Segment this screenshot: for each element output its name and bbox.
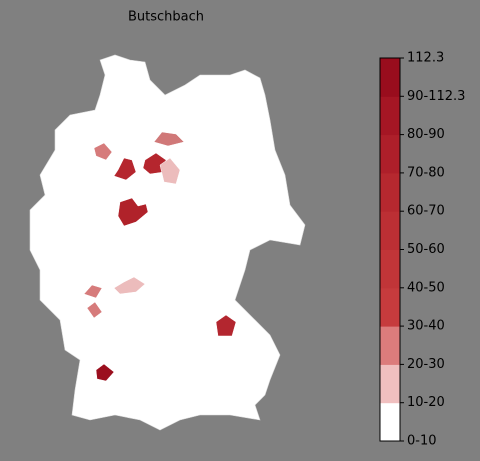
region <box>113 276 146 295</box>
region <box>83 284 103 299</box>
colorbar-label: 50-60 <box>407 242 445 257</box>
colorbar-segment <box>380 364 400 404</box>
colorbar-segment <box>380 134 400 174</box>
colorbar-segment <box>380 402 400 442</box>
highlighted-regions <box>83 131 237 382</box>
colorbar-segment <box>380 249 400 289</box>
colorbar-label: 112.3 <box>407 51 444 66</box>
region <box>86 301 103 319</box>
colorbar-label: 40-50 <box>407 280 445 295</box>
region <box>117 197 149 227</box>
colorbar-label: 20-30 <box>407 357 445 372</box>
colorbar-label: 0-10 <box>407 434 437 449</box>
colorbar: 0-10 10-20 20-30 30-40 40-50 50-60 60-70 70-80 8… <box>379 51 465 449</box>
region <box>159 157 181 185</box>
map-title: Butschbach <box>128 10 204 25</box>
colorbar-label: 30-40 <box>407 319 445 334</box>
colorbar-segment <box>380 172 400 212</box>
colorbar-label: 60-70 <box>407 204 445 219</box>
colorbar-label: 80-90 <box>407 127 445 142</box>
colorbar-segment <box>380 287 400 327</box>
colorbar-label: 10-20 <box>407 395 445 410</box>
region <box>215 314 237 337</box>
colorbar-segment <box>380 326 400 365</box>
colorbar-segment <box>380 211 400 250</box>
colorbar-label: 70-80 <box>407 165 445 180</box>
region <box>95 363 115 382</box>
region <box>113 157 137 181</box>
colorbar-segment <box>380 96 400 136</box>
colorbar-label: 90-112.3 <box>407 89 465 104</box>
colorbar-segment <box>380 58 400 97</box>
region <box>93 142 113 161</box>
region <box>153 131 185 147</box>
